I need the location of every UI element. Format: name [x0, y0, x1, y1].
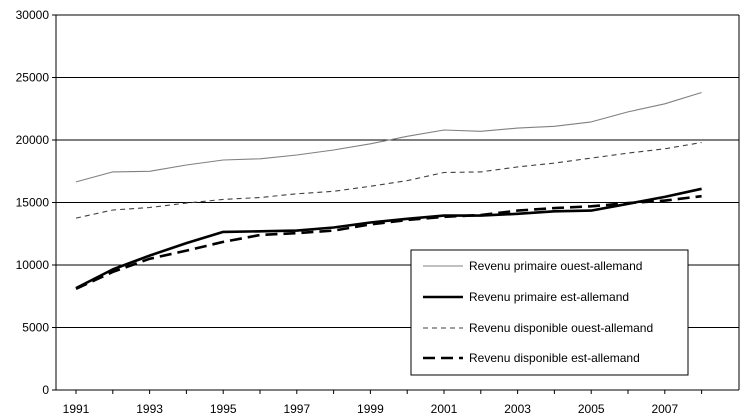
legend-box	[410, 249, 689, 376]
x-tick-label: 1993	[136, 402, 163, 416]
y-tick-label: 25000	[16, 71, 50, 85]
legend-label-1: Revenu primaire ouest-allemand	[469, 259, 642, 273]
y-tick-label: 10000	[16, 258, 50, 272]
legend: Revenu primaire ouest-allemand Revenu pri…	[410, 249, 689, 376]
series-line-2	[75, 187, 702, 290]
y-axis-ticks: 0 5000 10000 15000 20000 25000 30000	[16, 8, 56, 397]
series-lines	[75, 91, 702, 290]
series-line-3	[75, 141, 702, 219]
y-tick-label: 5000	[22, 321, 49, 335]
x-tick-label: 1999	[357, 402, 384, 416]
x-tick-label: 1997	[283, 402, 310, 416]
x-tick-label: 1991	[63, 402, 90, 416]
y-tick-label: 0	[42, 383, 49, 397]
x-tick-label: 2005	[578, 402, 605, 416]
y-tick-label: 15000	[16, 196, 50, 210]
legend-label-3: Revenu disponible ouest-allemand	[469, 321, 653, 335]
series-line-1	[75, 91, 702, 183]
y-tick-label: 30000	[16, 8, 50, 22]
x-tick-label: 1995	[210, 402, 237, 416]
x-tick-label: 2007	[651, 402, 678, 416]
x-tick-label: 2001	[431, 402, 458, 416]
series-line-4	[75, 194, 702, 290]
legend-label-2: Revenu primaire est-allemand	[469, 290, 629, 304]
y-tick-label: 20000	[16, 133, 50, 147]
x-axis-ticks: 1991 1993 1995 1997 1999 2001 2003 2005 2007	[63, 390, 703, 416]
legend-label-4: Revenu disponible est-allemand	[469, 351, 640, 365]
x-tick-label: 2003	[504, 402, 531, 416]
